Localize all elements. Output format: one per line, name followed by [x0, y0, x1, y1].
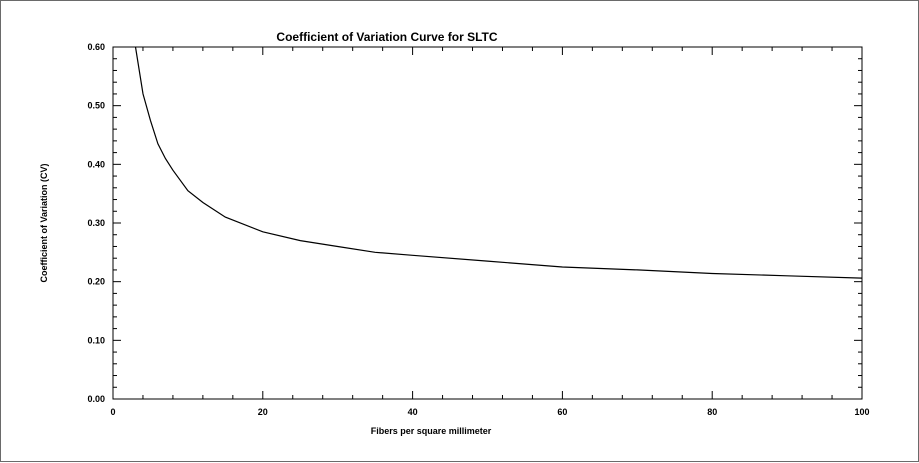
x-tick-label: 20	[258, 407, 268, 417]
y-axis-label: Coefficient of Variation (CV)	[39, 163, 49, 282]
y-tick-label: 0.30	[87, 218, 105, 228]
cv-curve-line	[134, 46, 863, 279]
plot-area	[112, 46, 863, 400]
x-axis-ticks: 0 20 40 60 80 100	[110, 47, 870, 417]
y-tick-label: 0.50	[87, 101, 105, 111]
x-tick-label: 40	[408, 407, 418, 417]
y-tick-label: 0.10	[87, 335, 105, 345]
x-axis-label: Fibers per square millimeter	[371, 426, 492, 436]
y-tick-label: 0.20	[87, 277, 105, 287]
x-tick-label: 60	[557, 407, 567, 417]
x-tick-label: 100	[854, 407, 869, 417]
y-axis-ticks: 0.00 0.10 0.20 0.30 0.40 0.50 0.60	[87, 42, 862, 404]
chart-title: Coefficient of Variation Curve for SLTC	[276, 30, 497, 44]
y-tick-label: 0.60	[87, 42, 105, 52]
x-tick-label: 80	[707, 407, 717, 417]
y-tick-label: 0.40	[87, 159, 105, 169]
x-tick-label: 0	[110, 407, 115, 417]
y-tick-label: 0.00	[87, 394, 105, 404]
